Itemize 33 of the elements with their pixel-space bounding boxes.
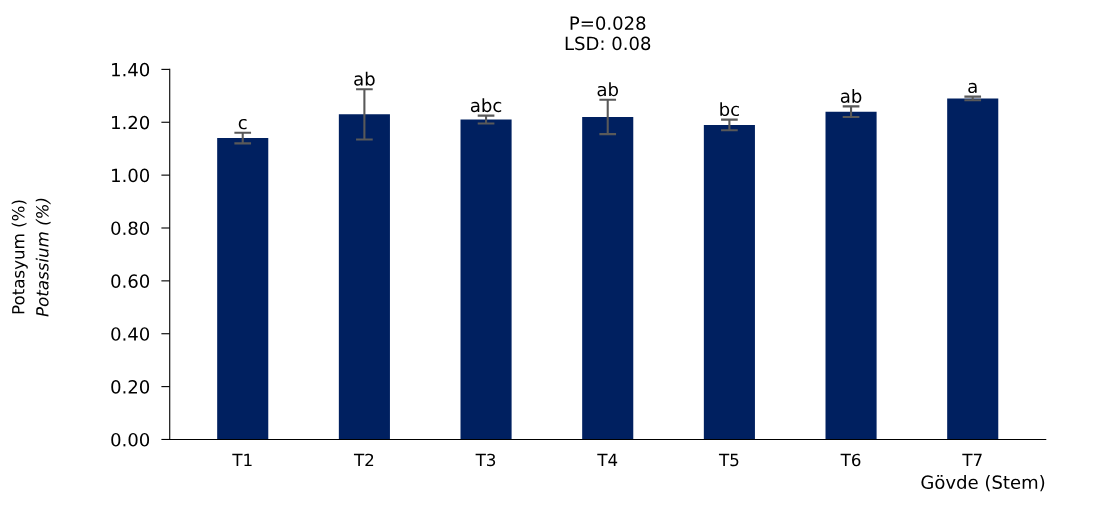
bar bbox=[582, 116, 634, 440]
bar bbox=[217, 138, 269, 440]
x-tick-label: T6 bbox=[840, 453, 861, 467]
y-tick-label: 1.20 bbox=[112, 115, 150, 130]
x-axis-title: Gövde (Stem) bbox=[921, 475, 1045, 492]
y-tick-label: 0.80 bbox=[111, 221, 150, 236]
annotation: ab bbox=[354, 71, 375, 86]
x-tick-label: T1 bbox=[232, 453, 252, 467]
annotation: bc bbox=[720, 102, 739, 117]
annotation: c bbox=[238, 118, 247, 130]
y-tick-label: 1.00 bbox=[112, 168, 150, 183]
x-tick-label: T7 bbox=[962, 453, 982, 467]
chart-subtitle: LSD: 0.08 bbox=[565, 36, 651, 51]
chart-title: P=0.028 bbox=[570, 16, 646, 30]
y-tick-label: 0.40 bbox=[111, 327, 150, 341]
y-tick-label: 0.00 bbox=[111, 432, 150, 447]
annotation: ab bbox=[597, 82, 618, 97]
bar bbox=[460, 119, 512, 440]
x-tick-label: T2 bbox=[353, 453, 374, 467]
bar bbox=[703, 124, 755, 440]
x-tick-label: T3 bbox=[475, 453, 496, 467]
annotation: a bbox=[968, 82, 977, 94]
y-axis-title: Potasyum (%) Potassium (%) bbox=[11, 198, 51, 317]
x-tick-label: T4 bbox=[597, 453, 618, 467]
bar bbox=[825, 111, 877, 440]
bar bbox=[947, 98, 999, 440]
annotation: abc bbox=[470, 98, 502, 113]
bar bbox=[338, 114, 390, 440]
y-tick-label: 1.40 bbox=[112, 62, 150, 77]
y-tick-label: 0.20 bbox=[111, 380, 150, 394]
annotation: ab bbox=[840, 88, 862, 103]
x-tick-label: T5 bbox=[718, 453, 739, 467]
y-tick-label: 0.60 bbox=[111, 274, 150, 288]
